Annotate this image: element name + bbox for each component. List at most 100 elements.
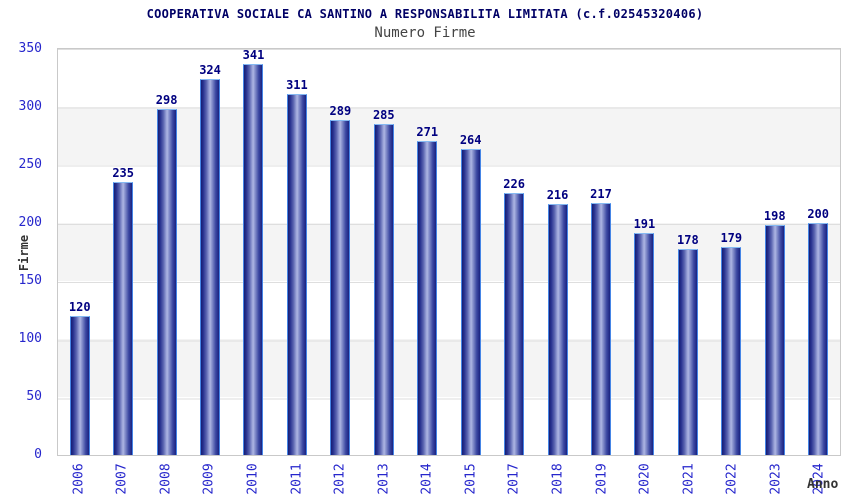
y-tick-label: 100 [18, 331, 42, 346]
bar-value-label: 226 [503, 176, 525, 191]
bar-column-2011: 311 [275, 49, 318, 455]
x-tick-label: 2009 [201, 463, 217, 495]
bar-column-2012: 289 [319, 49, 362, 455]
x-axis-title: Anno [807, 477, 839, 492]
bar-value-label: 311 [286, 78, 308, 93]
x-tick-label: 2014 [419, 463, 435, 495]
bar-column-2007: 235 [101, 49, 144, 455]
bar-column-2019: 217 [579, 49, 622, 455]
y-tick-label: 300 [18, 99, 42, 114]
x-tick-label: 2008 [158, 463, 174, 495]
bar-value-label: 179 [720, 231, 743, 246]
bars-container: 120 235 298 324 341 311 289 285 271 264 226 216 217 1… [58, 49, 840, 455]
bar [677, 248, 698, 455]
x-tick-cell: 2010 [231, 460, 275, 498]
x-tick-cell: 2023 [754, 460, 798, 498]
x-tick-cell: 2018 [536, 460, 580, 498]
bar [547, 204, 568, 455]
bar [200, 79, 221, 455]
x-tick-label: 2019 [594, 463, 610, 495]
bar-value-label: 216 [546, 188, 569, 203]
bar-column-2023: 198 [753, 49, 796, 455]
bar [634, 233, 655, 455]
y-axis-tick-labels: 0 50 100 150 200 250 300 350 [0, 42, 48, 462]
bar [504, 192, 525, 455]
bar-value-label: 217 [590, 187, 612, 202]
bar [373, 124, 394, 455]
bar [156, 109, 177, 455]
x-tick-label: 2023 [768, 463, 784, 495]
x-axis-tick-labels: 2006 2007 2008 2009 2010 2011 2012 2013 2014 2015… [57, 460, 841, 498]
x-tick-label: 2013 [376, 463, 392, 495]
bar-column-2021: 178 [666, 49, 709, 455]
bar-value-label: 264 [459, 132, 482, 147]
bar-value-label: 289 [329, 103, 352, 118]
x-tick-label: 2022 [724, 463, 740, 495]
x-tick-cell: 2008 [144, 460, 188, 498]
y-tick-label: 250 [18, 157, 42, 172]
x-tick-cell: 2022 [710, 460, 754, 498]
bar-value-label: 271 [416, 124, 439, 139]
x-tick-label: 2017 [506, 463, 522, 495]
bar [69, 315, 90, 455]
x-tick-label: 2020 [637, 463, 653, 495]
x-tick-label: 2015 [463, 463, 479, 495]
bar [590, 203, 611, 455]
x-tick-cell: 2019 [580, 460, 624, 498]
x-tick-cell: 2021 [667, 460, 711, 498]
x-tick-cell: 2015 [449, 460, 493, 498]
bar-value-label: 235 [112, 166, 134, 181]
y-tick-label: 150 [18, 273, 42, 288]
bar [808, 223, 829, 455]
y-tick-label: 200 [18, 215, 42, 230]
bar-value-label: 298 [155, 93, 178, 108]
x-tick-cell: 2013 [362, 460, 406, 498]
bar-value-label: 285 [372, 108, 395, 123]
x-tick-label: 2012 [332, 463, 348, 495]
x-tick-cell: 2012 [318, 460, 362, 498]
x-tick-label: 2011 [289, 463, 305, 495]
bar [243, 64, 264, 455]
x-tick-label: 2010 [245, 463, 261, 495]
bar [330, 119, 351, 455]
bar [286, 94, 307, 455]
x-tick-cell: 2014 [406, 460, 450, 498]
chart-title: COOPERATIVA SOCIALE CA SANTINO A RESPONS… [146, 7, 704, 21]
x-tick-cell: 2011 [275, 460, 319, 498]
x-tick-cell: 2006 [57, 460, 101, 498]
plot-area: 120 235 298 324 341 311 289 285 271 264 226 216 217 1… [57, 48, 841, 456]
bar [764, 225, 785, 455]
bar-column-2020: 191 [623, 49, 666, 455]
x-tick-cell: 2017 [493, 460, 537, 498]
chart-subtitle: Numero Firme [374, 25, 476, 41]
bar-column-2013: 285 [362, 49, 405, 455]
bar-value-label: 120 [68, 299, 91, 314]
y-tick-label: 0 [34, 447, 42, 462]
x-tick-cell: 2020 [623, 460, 667, 498]
bar-column-2009: 324 [188, 49, 231, 455]
x-tick-cell: 2009 [188, 460, 232, 498]
bar-column-2010: 341 [232, 49, 275, 455]
bar-column-2024: 200 [796, 49, 839, 455]
bar-value-label: 324 [199, 63, 221, 78]
bar [417, 140, 438, 455]
y-tick-label: 350 [18, 41, 42, 56]
bar-column-2018: 216 [536, 49, 579, 455]
bar-column-2014: 271 [406, 49, 449, 455]
bar-column-2017: 226 [492, 49, 535, 455]
bar-value-label: 200 [807, 207, 829, 221]
bar-column-2006: 120 [58, 49, 101, 455]
x-tick-label: 2006 [71, 463, 87, 495]
bar [721, 247, 742, 455]
x-tick-label: 2007 [114, 463, 130, 495]
bar [113, 182, 134, 455]
y-tick-label: 50 [26, 389, 42, 404]
bar-value-label: 341 [242, 48, 265, 62]
bar [460, 148, 481, 455]
x-tick-label: 2021 [681, 463, 697, 495]
bar-column-2008: 298 [145, 49, 188, 455]
bar-value-label: 191 [633, 217, 656, 232]
x-tick-label: 2018 [550, 463, 566, 495]
bar-value-label: 178 [677, 232, 699, 247]
